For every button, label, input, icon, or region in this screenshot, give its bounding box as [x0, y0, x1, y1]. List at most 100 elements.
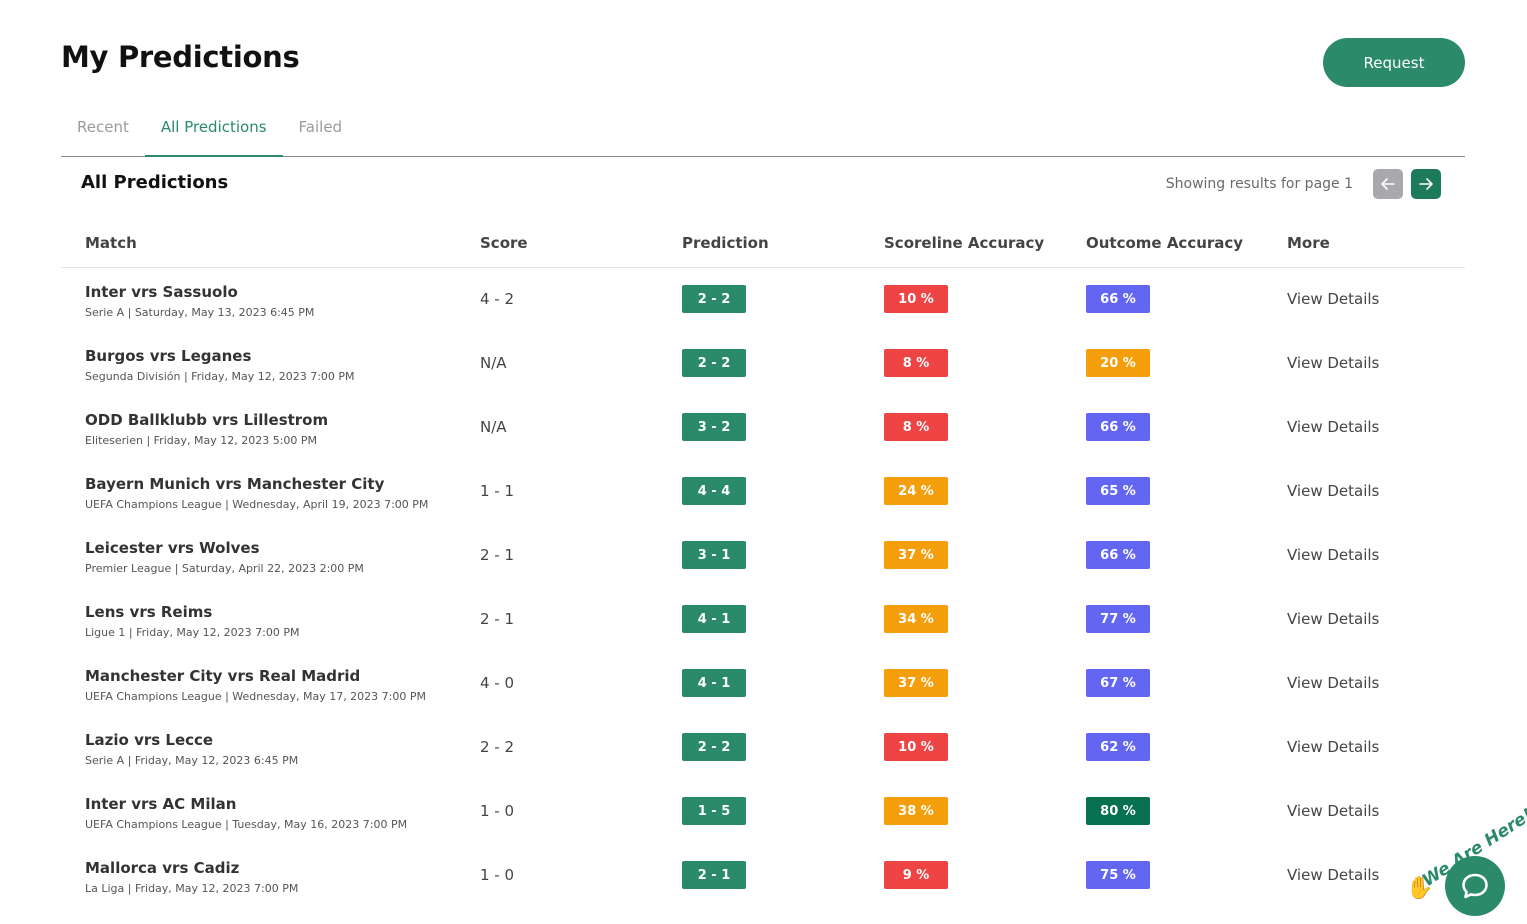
view-details-link[interactable]: View Details [1287, 674, 1380, 692]
chat-widget[interactable]: We Are Here! ✋ [1400, 805, 1527, 924]
match-meta: UEFA Champions League | Wednesday, May 1… [85, 690, 426, 703]
table-row: ODD Ballklubb vrs Lillestrom Eliteserien … [61, 396, 1465, 460]
column-header-prediction: Prediction [682, 234, 769, 252]
table-row: Burgos vrs Leganes Segunda División | Fri… [61, 332, 1465, 396]
match-meta: Premier League | Saturday, April 22, 202… [85, 562, 364, 575]
match-name: Lazio vrs Lecce [85, 731, 214, 749]
table-row: Bayern Munich vrs Manchester City UEFA Ch… [61, 460, 1465, 524]
match-name: Inter vrs Sassuolo [85, 283, 238, 301]
table-row: Mallorca vrs Cadiz La Liga | Friday, May … [61, 844, 1465, 908]
outcome-accuracy-badge: 20 % [1086, 349, 1150, 377]
match-score: 1 - 1 [480, 482, 515, 500]
pagination: Showing results for page 1 [1166, 169, 1441, 199]
prediction-badge: 2 - 2 [682, 733, 746, 761]
match-score: 1 - 0 [480, 866, 515, 884]
arrow-left-icon [1381, 178, 1395, 190]
column-header-scoreline-accuracy: Scoreline Accuracy [884, 234, 1045, 252]
view-details-link[interactable]: View Details [1287, 546, 1380, 564]
view-details-link[interactable]: View Details [1287, 290, 1380, 308]
view-details-link[interactable]: View Details [1287, 866, 1380, 884]
match-meta: Serie A | Friday, May 12, 2023 6:45 PM [85, 754, 299, 767]
match-meta: Ligue 1 | Friday, May 12, 2023 7:00 PM [85, 626, 300, 639]
match-meta: UEFA Champions League | Wednesday, April… [85, 498, 429, 511]
match-score: 2 - 1 [480, 546, 515, 564]
prediction-badge: 2 - 1 [682, 861, 746, 889]
outcome-accuracy-badge: 65 % [1086, 477, 1150, 505]
view-details-link[interactable]: View Details [1287, 610, 1380, 628]
tab-recent[interactable]: Recent [77, 118, 129, 136]
match-score: 4 - 0 [480, 674, 515, 692]
match-name: ODD Ballklubb vrs Lillestrom [85, 411, 329, 429]
prediction-badge: 1 - 5 [682, 797, 746, 825]
match-name: Leicester vrs Wolves [85, 539, 260, 557]
scoreline-accuracy-badge: 24 % [884, 477, 948, 505]
scoreline-accuracy-badge: 37 % [884, 541, 948, 569]
view-details-link[interactable]: View Details [1287, 482, 1380, 500]
chat-open-button[interactable] [1445, 856, 1505, 916]
scoreline-accuracy-badge: 34 % [884, 605, 948, 633]
table-header: Match Score Prediction Scoreline Accurac… [61, 218, 1465, 268]
tab-failed[interactable]: Failed [298, 118, 343, 136]
match-score: N/A [480, 418, 507, 436]
match-score: 2 - 1 [480, 610, 515, 628]
outcome-accuracy-badge: 77 % [1086, 605, 1150, 633]
chat-bubble-icon [1462, 873, 1488, 899]
table-row: Manchester City vrs Real Madrid UEFA Cham… [61, 652, 1465, 716]
outcome-accuracy-badge: 66 % [1086, 541, 1150, 569]
previous-page-button[interactable] [1373, 169, 1403, 199]
prediction-badge: 2 - 2 [682, 349, 746, 377]
match-meta: Eliteserien | Friday, May 12, 2023 5:00 … [85, 434, 318, 447]
prediction-badge: 2 - 2 [682, 285, 746, 313]
column-header-score: Score [480, 234, 528, 252]
scoreline-accuracy-badge: 10 % [884, 285, 948, 313]
match-meta: La Liga | Friday, May 12, 2023 7:00 PM [85, 882, 299, 895]
outcome-accuracy-badge: 80 % [1086, 797, 1150, 825]
view-details-link[interactable]: View Details [1287, 738, 1380, 756]
page-title: My Predictions [61, 40, 300, 74]
match-meta: Serie A | Saturday, May 13, 2023 6:45 PM [85, 306, 315, 319]
view-details-link[interactable]: View Details [1287, 418, 1380, 436]
scoreline-accuracy-badge: 37 % [884, 669, 948, 697]
scoreline-accuracy-badge: 10 % [884, 733, 948, 761]
section-title: All Predictions [81, 172, 229, 193]
match-score: 4 - 2 [480, 290, 515, 308]
table-row: Inter vrs AC Milan UEFA Champions League … [61, 780, 1465, 844]
request-button[interactable]: Request [1323, 38, 1465, 87]
outcome-accuracy-badge: 75 % [1086, 861, 1150, 889]
match-name: Manchester City vrs Real Madrid [85, 667, 361, 685]
next-page-button[interactable] [1411, 169, 1441, 199]
table-row: Lens vrs Reims Ligue 1 | Friday, May 12, … [61, 588, 1465, 652]
outcome-accuracy-badge: 62 % [1086, 733, 1150, 761]
match-name: Bayern Munich vrs Manchester City [85, 475, 385, 493]
match-name: Mallorca vrs Cadiz [85, 859, 240, 877]
arrow-right-icon [1419, 178, 1433, 190]
match-score: 2 - 2 [480, 738, 515, 756]
table-body: Inter vrs Sassuolo Serie A | Saturday, Ma… [61, 268, 1465, 908]
match-meta: Segunda División | Friday, May 12, 2023 … [85, 370, 355, 383]
scoreline-accuracy-badge: 8 % [884, 413, 948, 441]
pagination-status: Showing results for page 1 [1165, 176, 1353, 192]
column-header-outcome-accuracy: Outcome Accuracy [1086, 234, 1244, 252]
scoreline-accuracy-badge: 8 % [884, 349, 948, 377]
match-name: Inter vrs AC Milan [85, 795, 237, 813]
column-header-match: Match [85, 234, 137, 252]
prediction-badge: 3 - 2 [682, 413, 746, 441]
outcome-accuracy-badge: 66 % [1086, 285, 1150, 313]
tab-all-predictions[interactable]: All Predictions [144, 111, 283, 157]
table-row: Leicester vrs Wolves Premier League | Sat… [61, 524, 1465, 588]
view-details-link[interactable]: View Details [1287, 354, 1380, 372]
match-score: 1 - 0 [480, 802, 515, 820]
view-details-link[interactable]: View Details [1287, 802, 1380, 820]
table-row: Inter vrs Sassuolo Serie A | Saturday, Ma… [61, 268, 1465, 332]
scoreline-accuracy-badge: 38 % [884, 797, 948, 825]
outcome-accuracy-badge: 67 % [1086, 669, 1150, 697]
tab-bar: Recent All Predictions Failed [61, 111, 1465, 157]
waving-hand-icon: ✋ [1406, 876, 1434, 901]
outcome-accuracy-badge: 66 % [1086, 413, 1150, 441]
column-header-more: More [1287, 234, 1330, 252]
table-row: Lazio vrs Lecce Serie A | Friday, May 12,… [61, 716, 1465, 780]
prediction-badge: 3 - 1 [682, 541, 746, 569]
prediction-badge: 4 - 1 [682, 605, 746, 633]
match-name: Burgos vrs Leganes [85, 347, 252, 365]
match-score: N/A [480, 354, 507, 372]
